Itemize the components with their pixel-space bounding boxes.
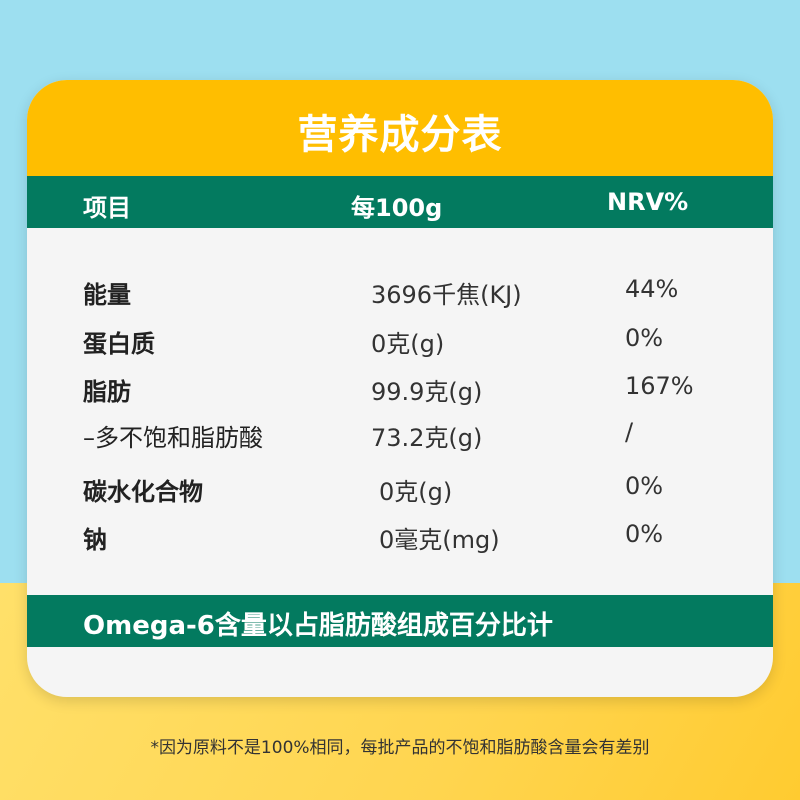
- row-name: 能量: [83, 281, 131, 309]
- row-value: 99.9克(g): [371, 378, 483, 406]
- row-nrv: /: [625, 418, 634, 446]
- footnote: *因为原料不是100%相同，每批产品的不饱和脂肪酸含量会有差别: [150, 738, 650, 758]
- page-title: 营养成分表: [27, 80, 773, 176]
- row-name: 蛋白质: [83, 330, 155, 358]
- row-nrv: 0%: [625, 472, 664, 500]
- header-item: 项目: [83, 194, 131, 222]
- table-header: 项目 每100g NRV%: [27, 176, 773, 228]
- row-value: 73.2克(g): [371, 424, 483, 452]
- row-value: 0克(g): [371, 330, 445, 358]
- row-value: 0克(g): [379, 478, 453, 506]
- row-nrv: 44%: [625, 275, 679, 303]
- header-per-100g: 每100g: [351, 194, 443, 222]
- row-nrv: 0%: [625, 324, 664, 352]
- row-value: 3696千焦(KJ): [371, 281, 522, 309]
- row-name: 碳水化合物: [83, 478, 203, 506]
- nutrition-card: 营养成分表 项目 每100g NRV% 能量 3696千焦(KJ) 44% 蛋白…: [27, 80, 773, 697]
- omega-note: Omega-6含量以占脂肪酸组成百分比计: [83, 611, 553, 641]
- row-name: 钠: [83, 526, 107, 554]
- row-nrv: 167%: [625, 372, 694, 400]
- omega-note-band: Omega-6含量以占脂肪酸组成百分比计: [27, 595, 773, 647]
- header-nrv: NRV%: [607, 188, 689, 216]
- row-value: 0毫克(mg): [379, 526, 500, 554]
- row-nrv: 0%: [625, 520, 664, 548]
- row-name: –多不饱和脂肪酸: [83, 424, 263, 452]
- row-name: 脂肪: [83, 378, 131, 406]
